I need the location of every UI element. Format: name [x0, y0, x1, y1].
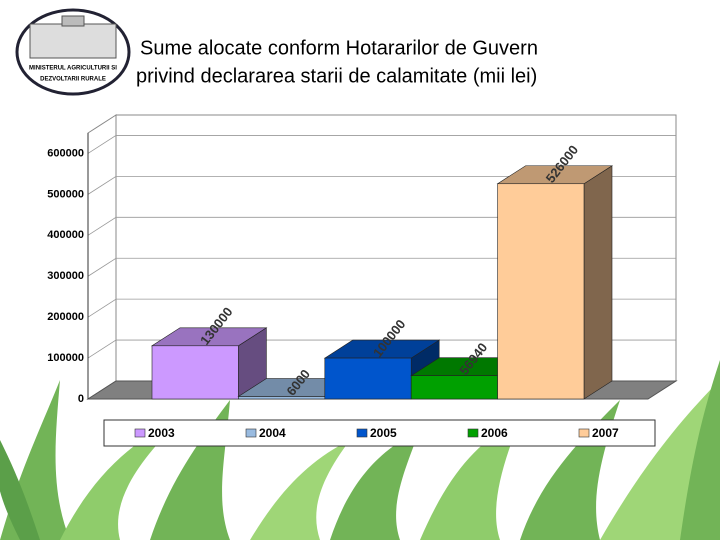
bar: [324, 357, 412, 400]
bar-side: [583, 165, 613, 400]
logo-text: MINISTERUL AGRICULTURII SI: [29, 66, 117, 72]
y-tick-label: 400000: [47, 229, 84, 241]
y-tick-label: 300000: [47, 270, 84, 282]
legend-label: 2004: [259, 426, 286, 440]
legend-swatch: [245, 428, 257, 438]
logo-text: DEZVOLTARII RURALE: [40, 77, 106, 83]
side-wall: [87, 114, 117, 400]
corn-background: [0, 360, 720, 540]
y-tick-label: 600000: [47, 147, 84, 159]
bar: [497, 183, 585, 400]
y-tick-label: 500000: [47, 188, 84, 200]
chart-title: Sume alocate conform Hotararilor de Guve…: [140, 37, 538, 59]
y-tick-label: 100000: [47, 352, 84, 364]
y-tick-label: 200000: [47, 311, 84, 323]
legend-label: 2007: [592, 426, 619, 440]
y-tick-label: 0: [78, 393, 84, 405]
bar: [151, 345, 239, 400]
legend-swatch: [467, 428, 479, 438]
legend-swatch: [134, 428, 146, 438]
logo: MINISTERUL AGRICULTURII SI DEZVOLTARII R…: [15, 8, 131, 96]
grid-line: [87, 298, 676, 318]
grid-line: [87, 135, 676, 154]
grid-line: [87, 257, 676, 277]
bar: [410, 375, 498, 400]
chart-title: privind declararea starii de calamitate …: [136, 65, 537, 87]
grid-line: [87, 175, 676, 195]
legend-swatch: [356, 428, 368, 438]
legend-swatch: [578, 428, 590, 438]
legend-label: 2006: [481, 426, 508, 440]
grid-line: [87, 339, 676, 359]
grid-line: [87, 216, 676, 236]
legend-box: [103, 419, 656, 447]
legend-label: 2003: [148, 426, 175, 440]
legend-label: 2005: [370, 426, 397, 440]
bar: [238, 396, 326, 400]
